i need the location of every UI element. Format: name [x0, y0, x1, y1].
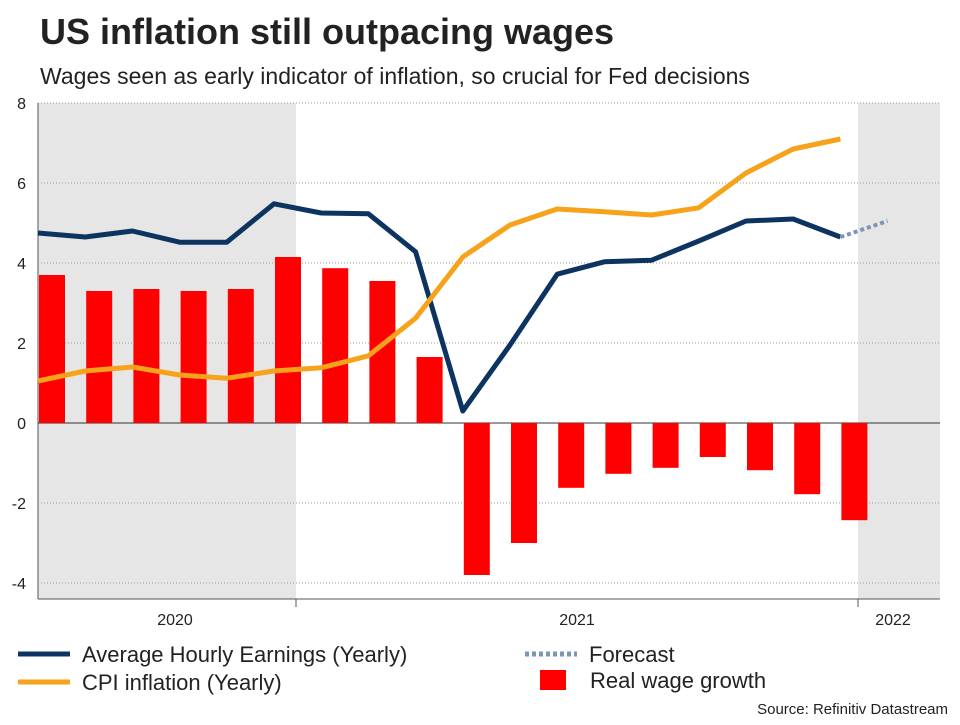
y-tick-label: 2: [17, 336, 26, 353]
bar: [747, 423, 773, 471]
y-tick-label: -2: [12, 496, 26, 513]
series-line: [37, 201, 842, 414]
bar: [227, 289, 254, 423]
bar: [652, 423, 679, 468]
bar: [841, 423, 868, 521]
bar: [511, 423, 537, 543]
period-label: 2020: [157, 612, 193, 629]
chart-subtitle: Wages seen as early indicator of inflati…: [40, 63, 750, 89]
period-label: 2021: [559, 612, 595, 629]
bar: [794, 423, 821, 495]
bar: [605, 423, 632, 474]
series-line: [839, 219, 889, 239]
legend-label: Real wage growth: [590, 668, 766, 693]
bar: [133, 289, 160, 423]
y-tick-label: 8: [17, 96, 26, 113]
bar: [558, 423, 585, 488]
bar: [416, 357, 443, 423]
legend: Average Hourly Earnings (Yearly) CPI infl…: [18, 642, 766, 695]
y-tick-label: 4: [17, 256, 26, 273]
bar: [275, 257, 301, 423]
y-tick-label: 6: [17, 176, 26, 193]
legend-label: Forecast: [589, 642, 675, 667]
bar: [463, 423, 490, 575]
chart-title: US inflation still outpacing wages: [40, 11, 614, 52]
bar: [86, 291, 113, 423]
bar: [699, 423, 726, 457]
y-tick-label: 0: [17, 416, 26, 433]
bar: [39, 275, 65, 423]
legend-label: Average Hourly Earnings (Yearly): [82, 642, 407, 667]
series-line: [37, 136, 841, 384]
shade-2020: [38, 103, 296, 599]
legend-swatch: [540, 670, 566, 690]
legend-label: CPI inflation (Yearly): [82, 670, 282, 695]
shade-2022: [858, 103, 940, 599]
source: Source: Refinitiv Datastream: [757, 701, 948, 718]
period-label: 2022: [875, 612, 911, 629]
y-tick-label: -4: [12, 576, 26, 593]
bar: [180, 291, 207, 423]
bar: [322, 268, 349, 423]
